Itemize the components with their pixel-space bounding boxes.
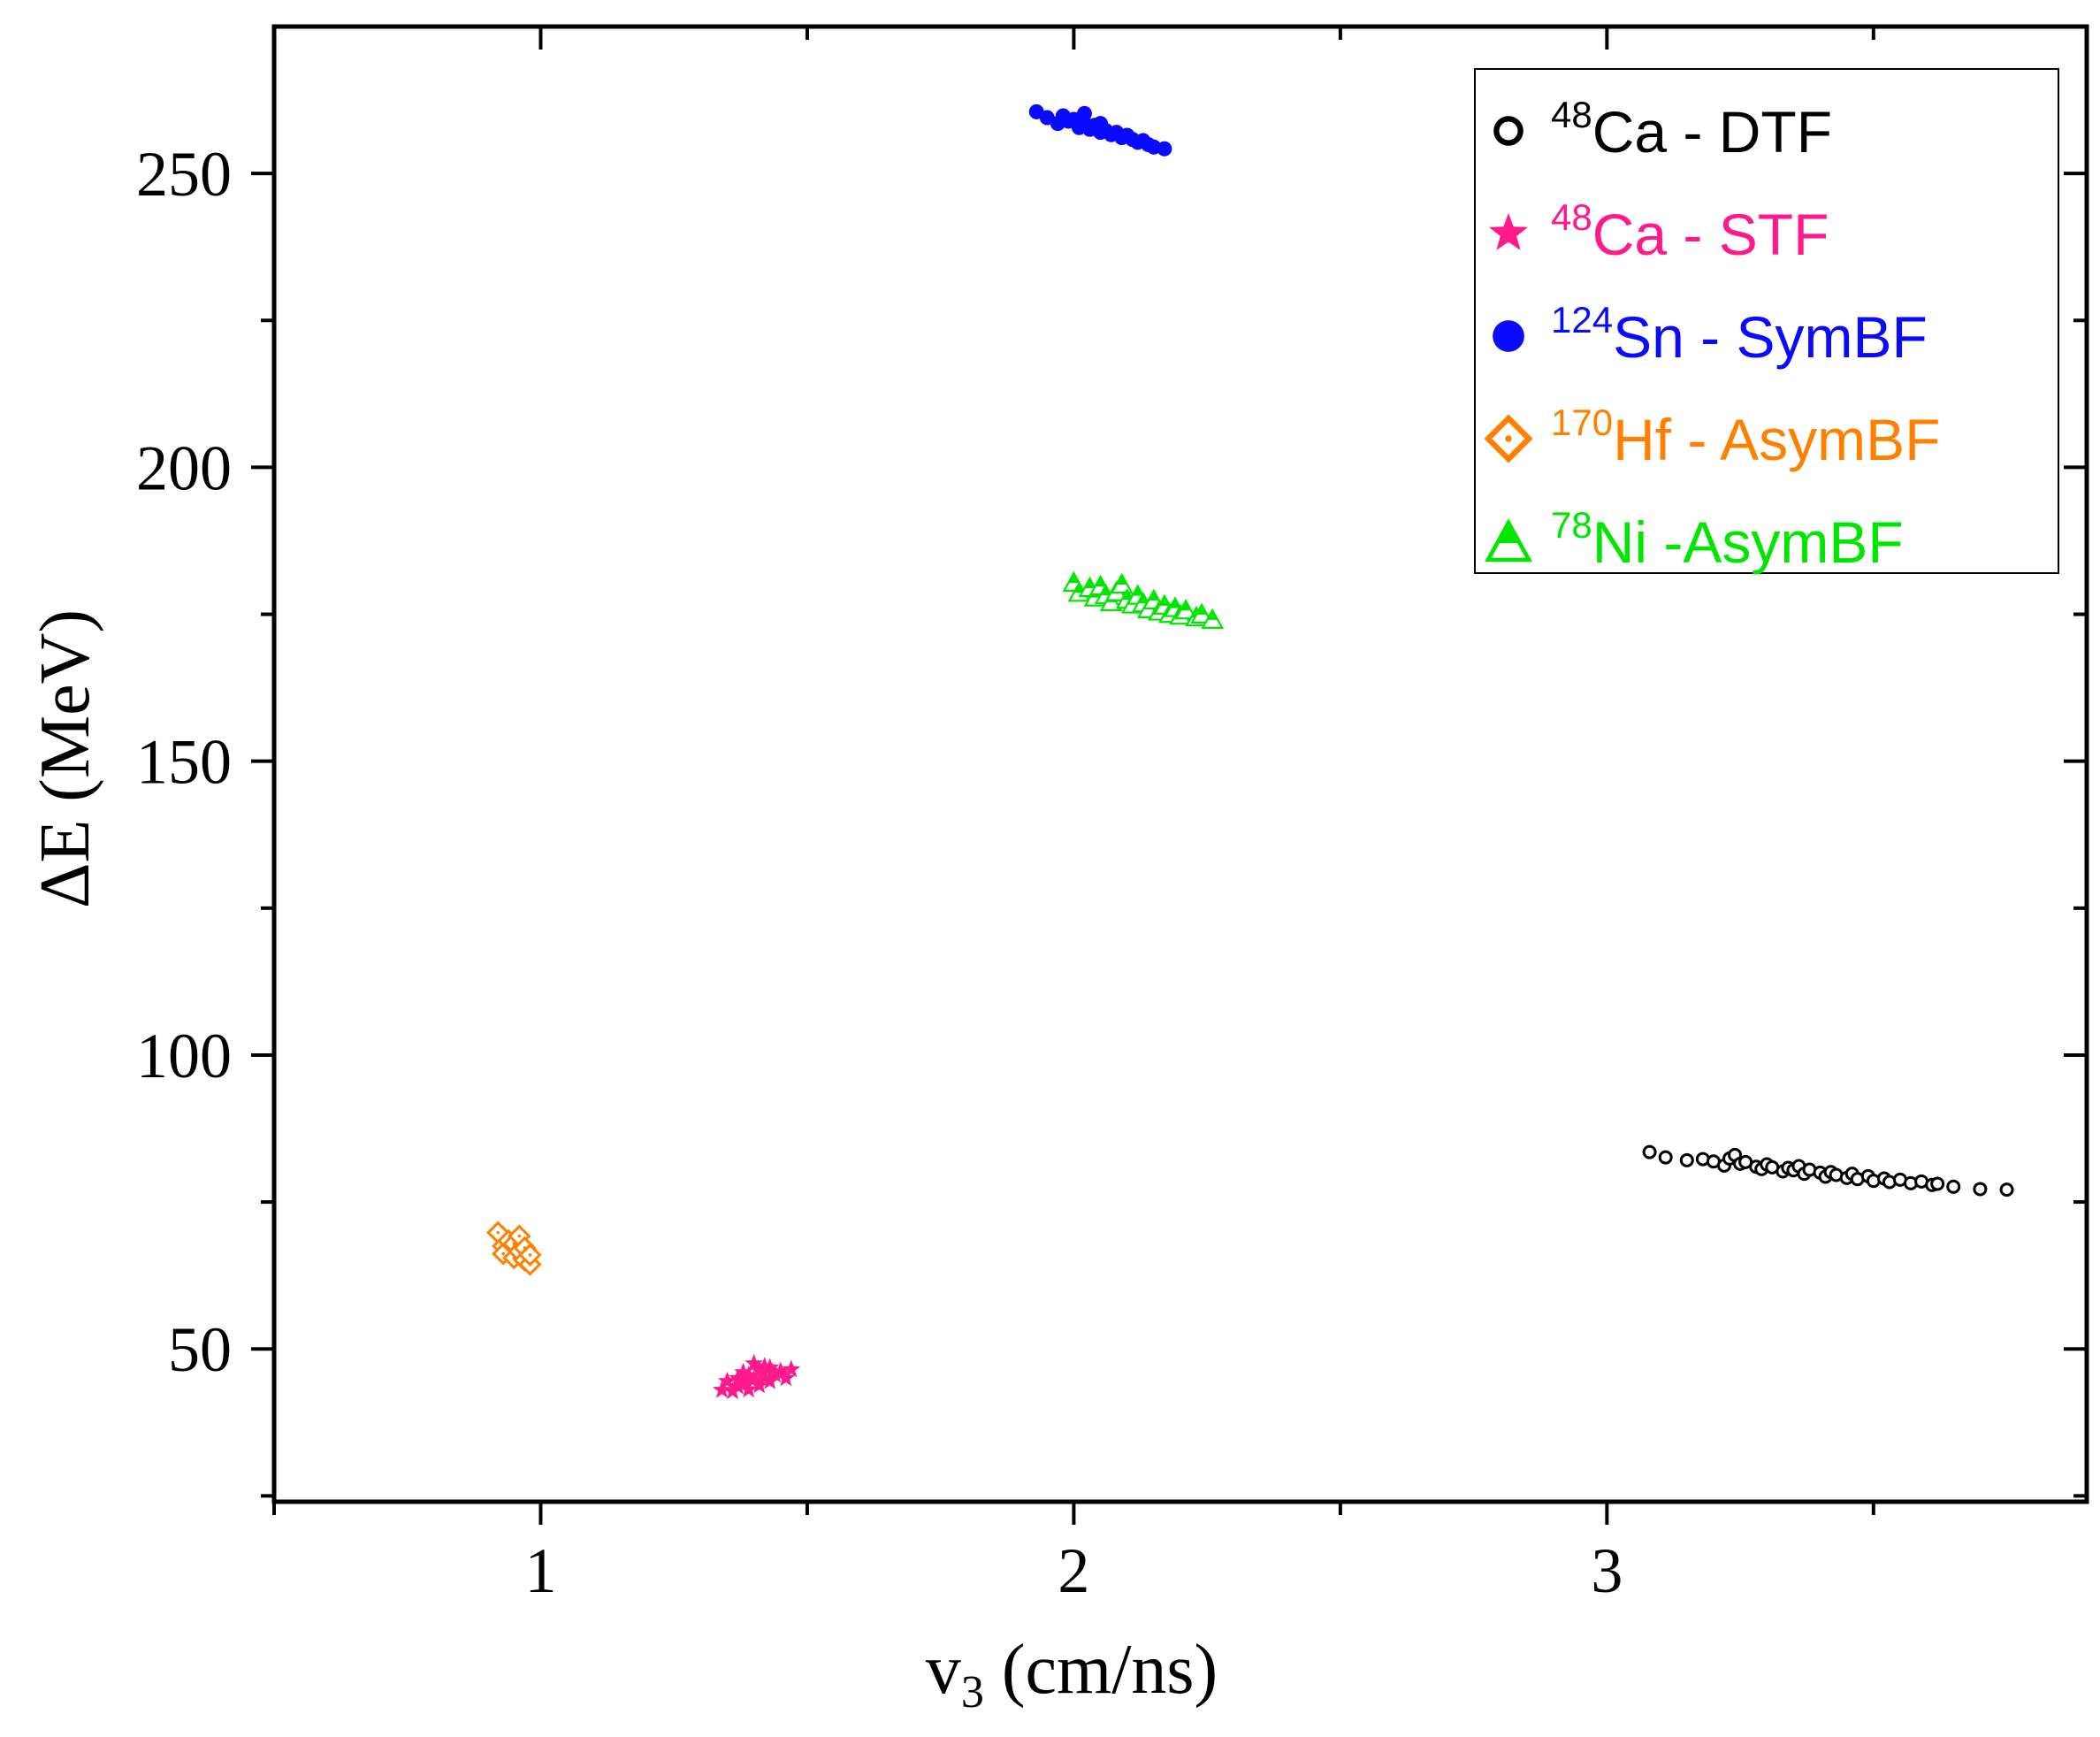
y-tick-label: 250 [136,139,232,210]
data-point [1999,1182,2014,1198]
data-point [745,1353,764,1372]
data-point [760,1371,780,1389]
axis-ticks [251,27,2087,1525]
data-point [1076,105,1092,121]
legend-label-main: Hf - AsymBF [1613,407,1940,472]
legend-label: 124Sn - SymBF [1551,299,1928,370]
y-tick-label: 50 [168,1314,232,1385]
data-point [723,1381,742,1399]
series-2 [1028,103,1172,157]
legend-label-main: Sn - SymBF [1613,304,1928,370]
legend-label: 78Ni -AsymBF [1551,504,1904,575]
legend-label-superscript: 48 [1551,196,1592,238]
data-point [776,1368,796,1387]
legend-marker [1489,212,1528,250]
data-point [1930,1176,1945,1191]
x-axis-title-sub: 3 [961,1667,984,1718]
data-point [739,1380,759,1397]
legend-label: 170Hf - AsymBF [1551,402,1940,472]
legend-label-superscript: 124 [1551,299,1613,341]
legend-label-superscript: 78 [1551,504,1592,546]
x-tick-label: 3 [1591,1535,1623,1606]
data-point [755,1367,775,1385]
data-point [760,1358,780,1376]
x-axis-title: v3 (cm/ns) [926,1631,1218,1718]
data-point [771,1361,790,1380]
data-point [718,1371,737,1389]
data-point [734,1362,752,1381]
axis-tick-labels: 1 2 3 50 100 150 200 250 [136,139,1623,1606]
y-tick-label: 100 [136,1021,232,1091]
data-point [766,1365,785,1383]
legend-marker [1493,116,1523,146]
legend-label: 48Ca - DTF [1551,94,1832,165]
data-point [1946,1179,1961,1194]
legend-label-superscript: 48 [1551,94,1592,135]
data-point [1658,1150,1673,1165]
data-point [782,1359,801,1378]
data-points [486,103,2014,1399]
legend-box [1474,68,2059,574]
series-4 [1062,570,1225,629]
series-0 [1642,1144,2014,1198]
y-tick-label: 200 [136,432,232,503]
legend-label-superscript: 170 [1551,402,1613,443]
y-tick-label: 150 [136,727,232,798]
x-axis-title-rest: (cm/ns) [984,1631,1218,1709]
plot-frame [271,24,2089,1504]
data-point [1973,1182,1988,1197]
legend-marker [1493,320,1524,352]
y-axis-title: ΔE (MeV) [27,609,104,908]
data-point [1174,598,1197,620]
data-point [1642,1144,1657,1159]
data-point [713,1380,731,1398]
x-tick-label: 1 [524,1535,556,1606]
series-3 [486,1220,542,1276]
data-point [750,1360,769,1379]
x-axis-title-main: v [926,1631,961,1709]
data-point [1157,141,1172,157]
legend-marker [1484,414,1533,463]
data-point [1201,608,1225,629]
data-point [1190,602,1213,624]
data-point [1679,1152,1694,1167]
legend-marker [1484,518,1533,562]
legend-label-main: Ni -AsymBF [1592,509,1904,575]
data-point [745,1369,764,1388]
series-1 [713,1353,801,1399]
legend-label-main: Ca - DTF [1592,99,1832,165]
x-tick-label: 2 [1058,1535,1089,1606]
data-point [729,1376,747,1395]
legend-label: 48Ca - STF [1551,196,1829,267]
data-point [739,1366,759,1383]
data-point [518,1243,542,1267]
legend-label-main: Ca - STF [1592,202,1829,267]
data-point [1110,572,1134,594]
